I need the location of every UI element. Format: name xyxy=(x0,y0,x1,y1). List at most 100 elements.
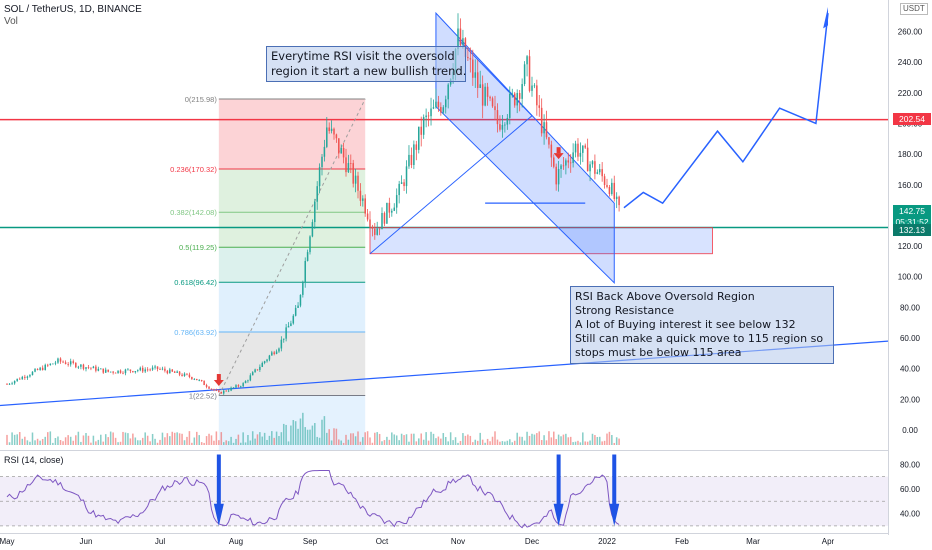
candle-body xyxy=(173,371,176,373)
candle-body xyxy=(178,371,181,375)
volume-bar xyxy=(410,433,413,445)
volume-bar xyxy=(62,441,64,445)
fib-label: 0.5(119.25) xyxy=(179,243,217,252)
down-arrow-icon xyxy=(553,454,564,526)
price-tick-label: 260.00 xyxy=(898,28,923,37)
volume-bar xyxy=(275,431,278,445)
candle-body xyxy=(166,370,169,374)
candle-body xyxy=(149,369,151,371)
volume-bar xyxy=(314,423,316,445)
candle-body xyxy=(422,117,425,135)
candle-body xyxy=(169,369,171,374)
volume-bar xyxy=(323,416,326,445)
volume-bar xyxy=(589,440,591,445)
candle-body xyxy=(87,367,90,369)
volume-bar xyxy=(395,435,398,445)
volume-bar xyxy=(567,437,570,445)
currency-label[interactable]: USDT xyxy=(900,3,928,15)
volume-bar xyxy=(611,435,613,445)
candle-body xyxy=(567,160,570,163)
volume-bar xyxy=(220,432,223,445)
volume-bar xyxy=(249,440,252,445)
volume-bar xyxy=(545,440,548,445)
candle-body xyxy=(479,84,481,88)
candle-body xyxy=(119,370,122,373)
volume-bar xyxy=(459,440,462,445)
volume-bar xyxy=(516,432,518,445)
volume-bar xyxy=(494,431,496,445)
volume-bar xyxy=(598,436,601,445)
candle-body xyxy=(82,364,85,369)
candle-body xyxy=(18,378,21,380)
candle-body xyxy=(543,122,545,134)
candle-body xyxy=(127,369,129,371)
candle-body xyxy=(8,383,11,385)
volume-bar xyxy=(34,440,36,445)
candle-body xyxy=(309,236,311,253)
volume-bar xyxy=(102,441,105,445)
volume-bar xyxy=(491,436,494,445)
volume-bar xyxy=(256,434,259,445)
volume-bar xyxy=(594,435,596,445)
candle-body xyxy=(256,369,259,371)
candle-body xyxy=(430,108,432,117)
candle-body xyxy=(240,386,242,388)
candle-body xyxy=(340,147,342,154)
volume-bar xyxy=(486,438,489,445)
volume-bar xyxy=(72,440,75,445)
volume-bar xyxy=(378,433,381,445)
volume-bar xyxy=(26,440,29,445)
candle-body xyxy=(222,390,225,394)
candle-body xyxy=(213,389,215,391)
volume-bar xyxy=(326,432,328,445)
volume-bar xyxy=(141,437,144,445)
volume-bar xyxy=(442,433,445,445)
candle-body xyxy=(432,107,435,109)
candle-body xyxy=(247,380,249,382)
volume-bar xyxy=(82,435,85,445)
volume-bar xyxy=(215,431,218,445)
trend-line xyxy=(369,115,533,255)
price-tick-label: 240.00 xyxy=(898,58,923,67)
volume-bar xyxy=(531,433,533,445)
candle-body xyxy=(328,127,330,132)
time-tick-label: Aug xyxy=(229,537,243,546)
rsi-tick-label: 80.00 xyxy=(900,460,921,469)
candle-body xyxy=(139,367,142,371)
note-line: Strong Resistance xyxy=(575,304,675,317)
candle-body xyxy=(193,378,196,380)
volume-bar xyxy=(16,434,18,445)
candle-body xyxy=(333,128,335,135)
down-arrow-icon xyxy=(553,153,564,160)
candle-body xyxy=(6,384,8,385)
volume-label: Vol xyxy=(4,16,18,27)
volume-bar xyxy=(134,437,137,445)
volume-bar xyxy=(408,441,410,445)
candle-body xyxy=(489,96,491,99)
candle-body xyxy=(467,56,469,59)
volume-bar xyxy=(218,440,220,445)
candle-body xyxy=(314,201,316,223)
candle-body xyxy=(435,101,437,108)
volume-bar xyxy=(577,440,579,445)
candle-body xyxy=(261,362,264,367)
candle-body xyxy=(589,164,591,172)
volume-bar xyxy=(362,437,364,445)
volume-bar xyxy=(342,442,345,445)
volume-bar xyxy=(205,436,208,445)
price-tick-label: 80.00 xyxy=(900,303,921,312)
fib-zone xyxy=(218,212,366,248)
candle-body xyxy=(287,325,290,328)
volume-bar xyxy=(193,437,196,445)
volume-bar xyxy=(391,432,393,445)
projection-arrow-icon xyxy=(823,6,828,29)
candle-body xyxy=(569,162,572,164)
volume-bar xyxy=(161,432,164,445)
volume-bar xyxy=(183,440,186,445)
volume-bar xyxy=(273,437,275,445)
fib-zone xyxy=(218,282,366,333)
volume-bar xyxy=(352,433,354,445)
fib-diagonal xyxy=(218,98,366,396)
